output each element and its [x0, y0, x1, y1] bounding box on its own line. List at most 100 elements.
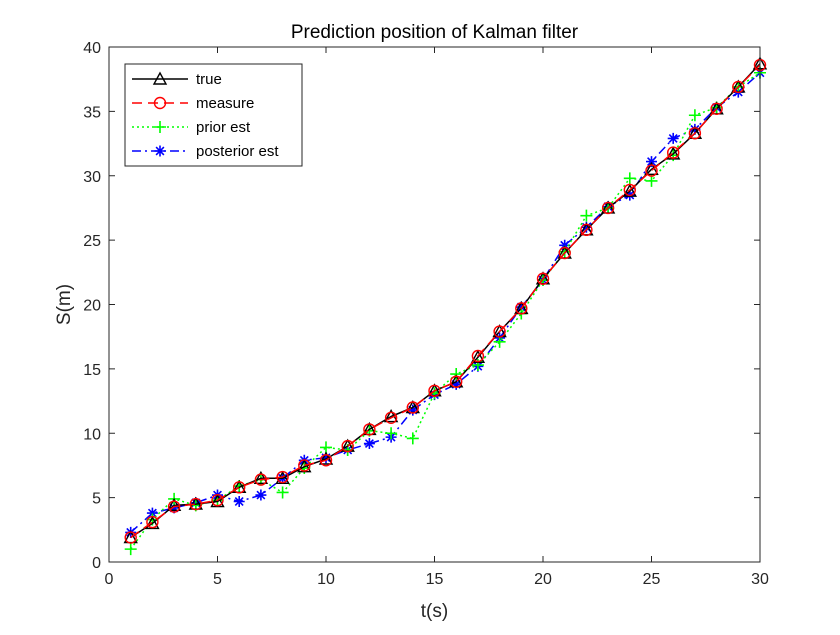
data-point-prior-est: [276, 486, 289, 499]
legend-item-true: true: [132, 71, 222, 88]
legend-label-measure: measure: [196, 95, 254, 112]
series-line-measure: [130, 64, 761, 539]
data-point-prior-est: [450, 368, 463, 381]
y-tick-label: 40: [83, 40, 101, 57]
data-point-true: [166, 497, 182, 512]
legend-item-prior-est: prior est: [132, 119, 251, 136]
data-point-measure: [667, 146, 680, 159]
data-point-true: [666, 146, 681, 160]
x-tick-label: 20: [534, 571, 552, 588]
data-point-true: [297, 459, 312, 473]
data-point-measure: [515, 302, 528, 315]
data-point-posterior-est: [646, 156, 657, 168]
x-tick-label: 25: [643, 571, 661, 588]
data-point-measure: [688, 127, 702, 140]
data-point-measure: [319, 454, 333, 467]
data-point-measure: [363, 423, 376, 436]
data-point-measure: [124, 531, 137, 544]
data-point-true: [470, 349, 486, 363]
legend-item-measure: measure: [132, 95, 254, 112]
data-point-measure: [623, 183, 636, 197]
y-tick-label: 0: [92, 555, 101, 572]
data-point-measure: [601, 201, 615, 215]
legend-box: [124, 63, 303, 167]
data-point-prior-est: [406, 432, 419, 445]
data-point-prior-est: [580, 209, 593, 222]
y-tick-label: 20: [83, 298, 101, 315]
data-point-prior-est: [385, 427, 398, 440]
y-tick-label: 10: [83, 426, 101, 443]
data-point-posterior-est: [168, 502, 180, 514]
data-point-measure: [167, 500, 181, 513]
data-point-measure: [384, 411, 398, 424]
y-tick-label: 15: [83, 362, 101, 379]
data-point-measure: [536, 272, 550, 285]
data-layer: [123, 56, 768, 556]
legend-label-posterior-est: posterior est: [196, 143, 279, 160]
data-point-measure: [211, 494, 224, 507]
data-point-posterior-est: [580, 221, 592, 233]
data-point-true: [210, 494, 225, 508]
data-point-true: [622, 183, 637, 197]
data-point-posterior-est: [407, 404, 419, 416]
data-point-posterior-est: [255, 489, 267, 501]
data-point-prior-est: [623, 172, 636, 185]
data-point-prior-est: [493, 335, 506, 348]
data-point-measure: [471, 349, 485, 363]
legend-marker-measure: [153, 96, 167, 110]
data-point-posterior-est: [233, 495, 245, 507]
data-point-posterior-est: [689, 123, 701, 135]
data-point-measure: [189, 497, 203, 511]
legend-marker-prior-est: [154, 121, 166, 133]
data-point-measure: [341, 439, 354, 453]
data-point-measure: [710, 102, 723, 116]
data-point-measure: [232, 481, 246, 494]
data-point-measure: [580, 223, 593, 237]
data-point-prior-est: [320, 441, 332, 454]
x-tick-label: 15: [426, 571, 444, 588]
legend-label-prior-est: prior est: [196, 119, 251, 136]
data-point-prior-est: [688, 109, 701, 122]
data-point-prior-est: [124, 543, 137, 556]
data-point-measure: [732, 80, 745, 94]
data-point-measure: [254, 473, 268, 486]
data-point-measure: [558, 246, 571, 260]
y-axis-label: S(m): [54, 284, 75, 325]
y-tick-label: 5: [92, 491, 101, 508]
data-point-posterior-est: [320, 452, 332, 464]
data-point-posterior-est: [450, 378, 462, 390]
x-tick-label: 0: [105, 571, 114, 588]
legend-label-true: true: [196, 71, 222, 88]
x-axis-label: t(s): [421, 601, 448, 622]
data-point-measure: [298, 459, 311, 472]
data-point-prior-est: [645, 174, 658, 187]
y-tick-label: 30: [83, 169, 101, 186]
data-point-measure: [428, 384, 441, 397]
legend-marker-true: [152, 71, 168, 85]
data-point-posterior-est: [667, 132, 679, 144]
data-point-measure: [146, 515, 159, 529]
data-point-measure: [493, 325, 506, 338]
data-point-posterior-est: [146, 507, 158, 519]
y-tick-label: 25: [83, 233, 101, 250]
chart-title: Prediction position of Kalman filter: [291, 22, 579, 43]
legend-marker-posterior-est: [154, 145, 166, 157]
legend-item-posterior-est: posterior est: [132, 143, 279, 160]
x-tick-label: 30: [751, 571, 769, 588]
data-point-true: [253, 470, 269, 485]
data-point-true: [145, 515, 160, 530]
y-tick-label: 35: [83, 104, 101, 121]
data-point-posterior-est: [515, 301, 527, 313]
data-point-measure: [276, 470, 289, 484]
data-point-posterior-est: [559, 239, 571, 251]
data-point-posterior-est: [363, 438, 375, 450]
data-point-measure: [450, 375, 463, 388]
x-tick-label: 5: [213, 571, 222, 588]
data-point-measure: [645, 164, 658, 177]
legend: true measure prior est posterior est: [124, 63, 303, 167]
series-measure: [124, 58, 767, 544]
data-point-measure: [406, 401, 419, 414]
axes-layer: 0 5 10 15 20 25 30 0 5 10 15 20 25 30 35 40: [83, 40, 769, 588]
